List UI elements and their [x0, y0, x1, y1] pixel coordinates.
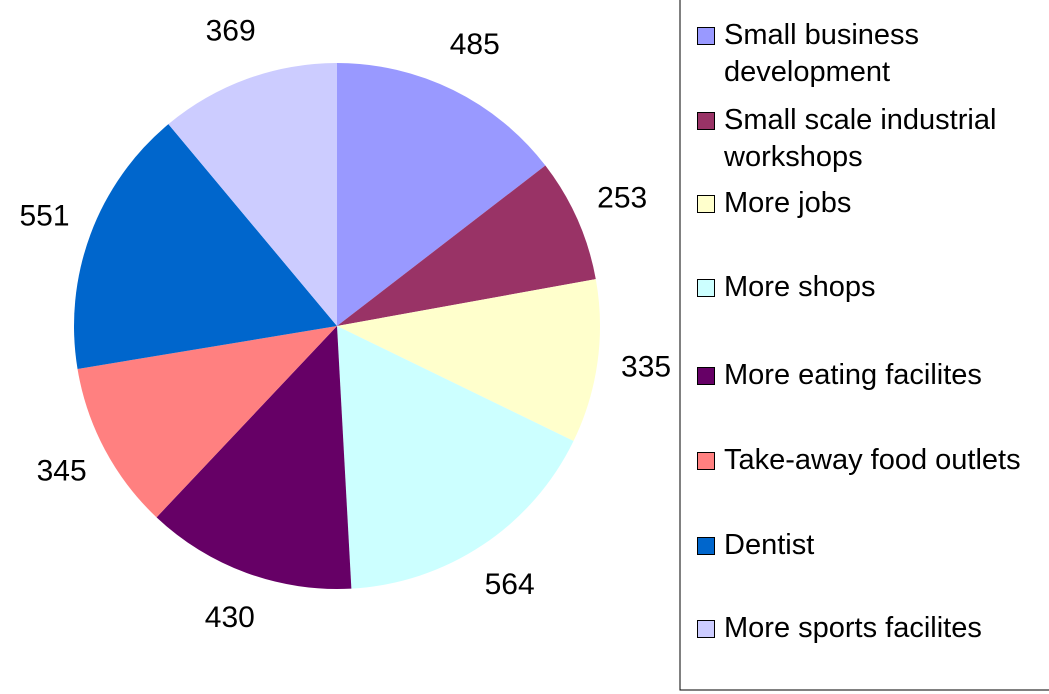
pie-slice: [337, 326, 574, 589]
legend-swatch: [697, 452, 715, 470]
pie-slice: [77, 326, 337, 518]
legend-swatch: [697, 620, 715, 638]
legend-label: Small business development: [724, 19, 920, 88]
pie-slice: [337, 63, 546, 326]
legend-label: Small scale industrial workshops: [724, 104, 997, 173]
pie-slice: [73, 124, 337, 369]
legend-label: More sports facilites: [724, 612, 982, 644]
legend-box: [679, 0, 1049, 691]
legend-label: Dentist: [724, 529, 815, 561]
pie-slice: [337, 165, 596, 326]
legend-swatch: [697, 27, 715, 45]
legend-label: More shops: [724, 271, 876, 303]
legend-label: Take-away food outlets: [724, 444, 1021, 476]
pie-slice: [337, 279, 600, 442]
legend-label: More eating facilites: [724, 359, 982, 391]
data-label: 485: [450, 28, 500, 61]
data-label: 564: [485, 568, 535, 601]
legend-swatch: [697, 537, 715, 555]
legend-swatch: [697, 279, 715, 297]
data-label: 345: [37, 455, 87, 488]
legend-swatch: [697, 112, 715, 130]
legend-label: More jobs: [724, 187, 852, 219]
data-label: 335: [621, 350, 671, 383]
pie-slice: [168, 63, 337, 326]
data-label: 551: [19, 199, 69, 232]
legend-swatch: [697, 367, 715, 385]
data-label: 369: [206, 15, 256, 48]
data-label: 253: [597, 181, 647, 214]
legend-swatch: [697, 195, 715, 213]
data-label: 430: [205, 601, 255, 634]
pie-slice: [156, 326, 352, 590]
